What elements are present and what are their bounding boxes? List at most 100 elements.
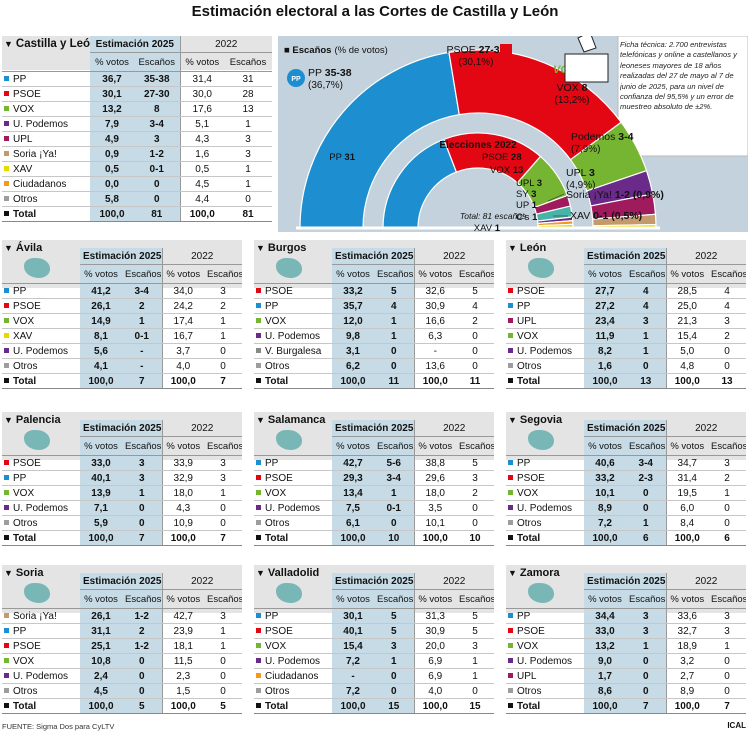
party-name: UPL (506, 313, 584, 329)
psoe-logo-icon (500, 44, 512, 56)
header-blank (2, 248, 80, 284)
party-name: UPL (2, 131, 90, 147)
main-results-table: Estimación 2025 2022% votos Escaños% votos… (2, 36, 272, 222)
total-label: Total (2, 530, 80, 546)
votes-2022: 3,7 (162, 343, 204, 359)
party-color-swatch (508, 490, 513, 496)
votes-2025: 8,1 (80, 328, 122, 344)
votes-2022: 6,0 (666, 500, 708, 516)
total-text: Total (13, 532, 37, 544)
votes-2025: 33,0 (80, 455, 122, 471)
seats-2025: - (122, 358, 163, 374)
header-votes: % votos (80, 589, 122, 609)
header-seats: Escaños (626, 264, 667, 284)
table-row: XAV 8,1 0-1 16,7 1 (2, 328, 242, 344)
seats-2022: 0 (708, 515, 746, 531)
inner-label-seats: 1 (532, 212, 538, 223)
province-table: Estimación 2025 2022% votos Escaños% votos… (254, 420, 494, 546)
table-row: Otros 5,8 0 4,4 0 (2, 191, 272, 207)
inner-label-7: XAV 1 (474, 223, 501, 232)
header-row: Estimación 2025 2022 (254, 248, 494, 284)
table-row: U. Podemos 2,4 0 2,3 0 (2, 668, 242, 684)
table-row: Otros 7,2 1 8,4 0 (506, 515, 746, 531)
party-label: PP (13, 73, 27, 85)
party-name: Otros (254, 683, 332, 699)
votes-2025: 8,9 (584, 500, 626, 516)
party-name: Ciudadanos (254, 668, 332, 684)
votes-2022: 34,7 (666, 455, 708, 471)
party-name: PP (2, 71, 90, 87)
party-name: XAV (2, 328, 80, 344)
votes-2025: 1,7 (584, 668, 626, 684)
votes-2022: 30,9 (414, 298, 456, 314)
party-label: PSOE (13, 640, 41, 652)
seats-2025: 1 (374, 485, 415, 501)
header-estimate-2025: Estimación 2025 (584, 248, 667, 265)
votes-2022: 32,6 (414, 283, 456, 299)
seats-2025: - (122, 343, 163, 359)
votes-2022: 32,7 (666, 623, 708, 639)
total-swatch (4, 378, 9, 384)
seats-2022: 2 (708, 328, 746, 344)
party-color-swatch (4, 318, 9, 324)
total-votes-2022: 100,0 (666, 698, 708, 714)
party-label: Otros (265, 685, 290, 697)
total-row: Total 100,0 7 100,0 7 (2, 373, 242, 389)
votes-2022: 31,4 (666, 470, 708, 486)
party-name: PP (506, 608, 584, 624)
party-color-swatch (4, 505, 9, 511)
votes-2025: 33,0 (584, 623, 626, 639)
table-row: VOX 13,9 1 18,0 1 (2, 485, 242, 501)
seats-2022: 1 (204, 328, 242, 344)
seats-2025: 1 (374, 653, 415, 669)
seats-2025: 0 (374, 515, 415, 531)
total-row: Total 100,0 5 100,0 5 (2, 698, 242, 714)
seats-2025: 27-30 (134, 86, 181, 102)
total-swatch (508, 703, 513, 709)
party-label: UPL (517, 670, 537, 682)
party-color-swatch (508, 318, 513, 324)
party-label: PP (517, 457, 531, 469)
seats-2022: 5 (456, 283, 494, 299)
party-color-swatch (256, 363, 261, 369)
total-row: Total 100,0 13 100,0 13 (506, 373, 746, 389)
party-color-swatch (256, 460, 261, 466)
total-text: Total (265, 700, 289, 712)
table-row: U. Podemos 5,6-3,7 0 (2, 343, 242, 359)
seats-2022: 0 (456, 358, 494, 374)
votes-2025: 9,0 (584, 653, 626, 669)
votes-2022: 18,0 (414, 485, 456, 501)
party-name: PP (506, 298, 584, 314)
votes-2022: 18,0 (162, 485, 204, 501)
party-name: PP (254, 298, 332, 314)
party-label: U. Podemos (13, 670, 69, 682)
votes-2022: 17,4 (162, 313, 204, 329)
header-2022: 2022 (162, 573, 242, 590)
party-color-swatch (508, 673, 513, 679)
inner-label-seats: 1 (532, 200, 538, 211)
total-votes-2022: 100,0 (180, 206, 224, 222)
seats-2022: 0 (708, 358, 746, 374)
total-votes-2025: 100,0 (80, 373, 122, 389)
seats-2022: 0 (708, 653, 746, 669)
inner-label-seats: 3 (537, 178, 542, 189)
seats-2022: 0 (204, 343, 242, 359)
table-row: UPL 4,9 3 4,3 3 (2, 131, 272, 147)
header-estimate-2025: Estimación 2025 (80, 420, 163, 437)
seats-2025: 1 (122, 313, 163, 329)
header-seats-2022: Escaños (708, 436, 746, 456)
votes-2022: 16,6 (414, 313, 456, 329)
inner-total-label: Total: 81 escaños (460, 211, 527, 221)
party-color-swatch (4, 288, 9, 294)
total-votes-2025: 100,0 (332, 373, 374, 389)
total-seats-2025: 7 (626, 698, 667, 714)
party-label: UPL (13, 133, 33, 145)
seats-2025: 3 (626, 313, 667, 329)
total-label: Total (2, 698, 80, 714)
party-name: Otros (2, 683, 80, 699)
party-label: XAV (13, 163, 33, 175)
votes-2025: 11,9 (584, 328, 626, 344)
inner-label-seats: 13 (513, 165, 524, 176)
ficha-box (617, 36, 748, 157)
party-name: Otros (2, 515, 80, 531)
